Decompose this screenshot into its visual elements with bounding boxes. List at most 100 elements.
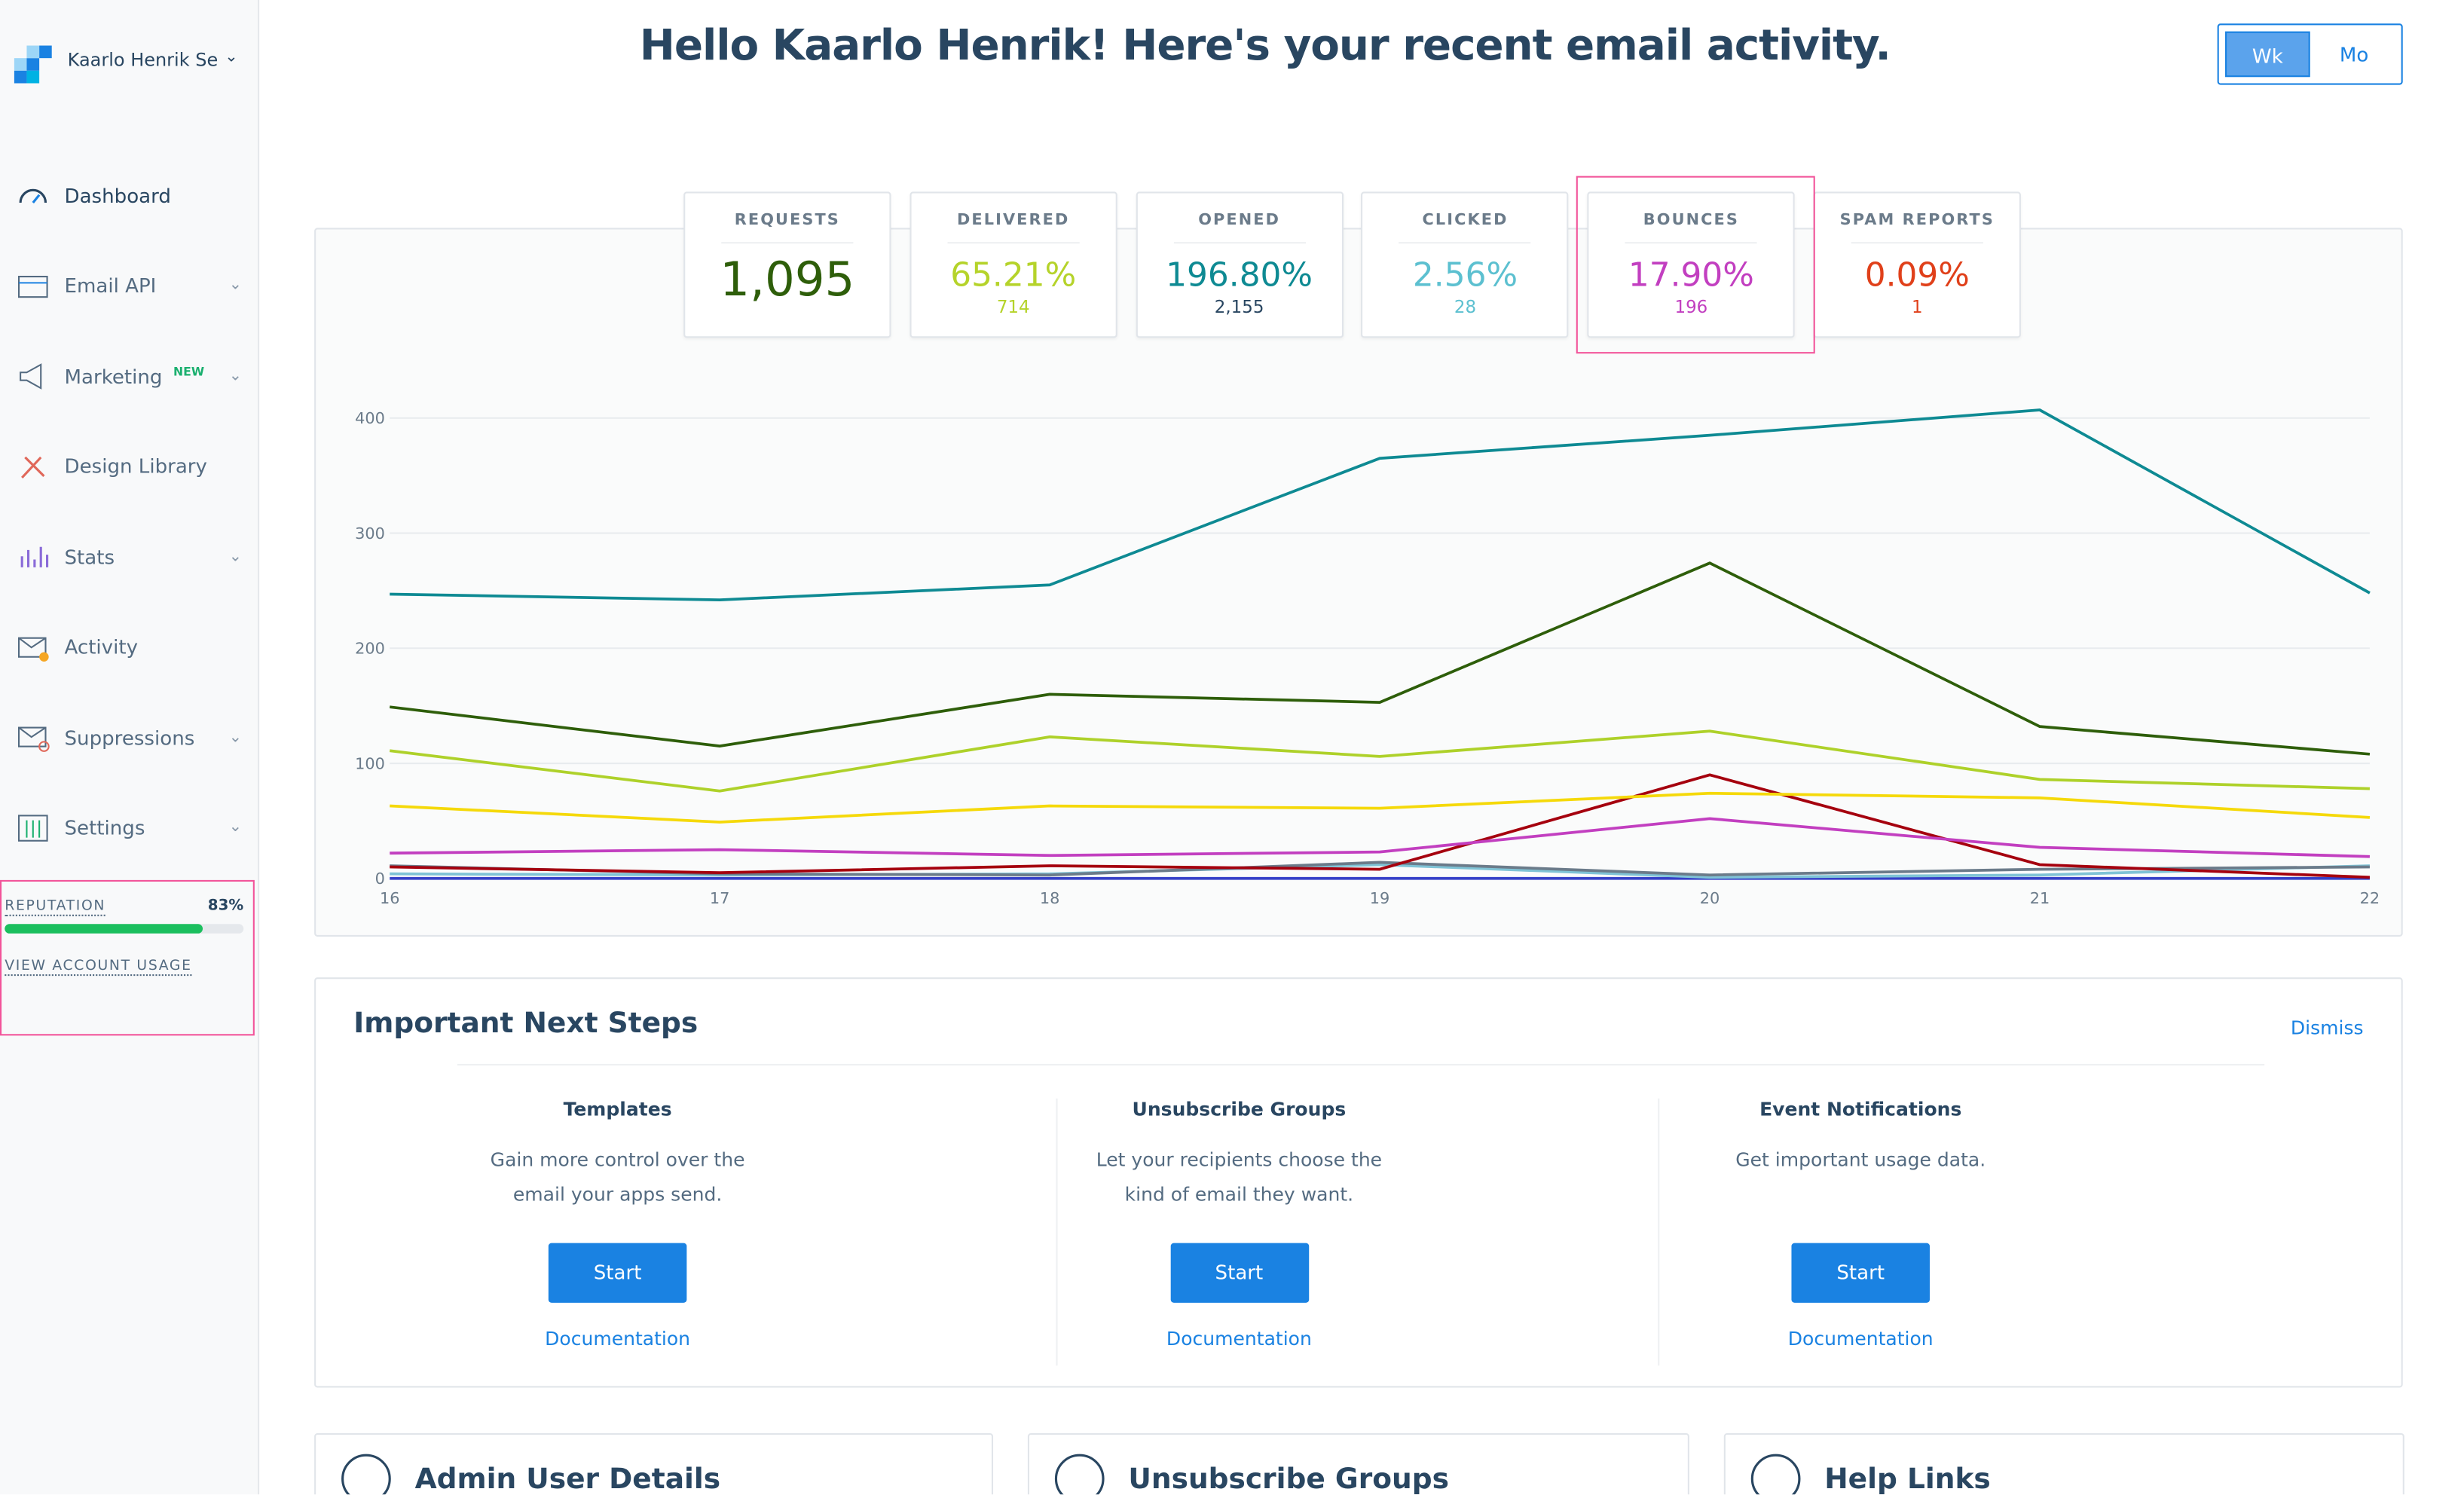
nav-item[interactable]: Activity: [16, 628, 249, 665]
divider: [1056, 1098, 1058, 1366]
nav-label[interactable]: Email API: [64, 273, 157, 298]
card-title: Admin User Details: [414, 1463, 721, 1495]
x-tick-label: 20: [1700, 889, 1720, 907]
usage-link[interactable]: VIEW ACCOUNT USAGE: [5, 958, 192, 977]
series-line: [389, 729, 2370, 793]
nav-icon: [17, 636, 49, 661]
dismiss-text[interactable]: Dismiss: [2290, 1017, 2364, 1039]
stat-label: DELIVERED: [957, 212, 1070, 230]
nav-item[interactable]: Dashboard: [16, 176, 249, 214]
nav-label[interactable]: Marketing: [64, 363, 163, 388]
start-button[interactable]: Start: [548, 1243, 687, 1303]
y-tick-label: 400: [355, 409, 385, 427]
stat-value: 0.09%: [1864, 255, 1970, 294]
step-text: Let your recipients choose the kind of e…: [1096, 1148, 1383, 1206]
stat-count: 1: [1912, 297, 1923, 318]
nav-icon: [17, 726, 50, 752]
sidebar: Kaarlo Henrik Segerstam ⌄ Dashboard Email…: [0, 0, 260, 1495]
step: Unsubscribe Groups Let your recipients ch…: [1090, 1099, 1388, 1350]
nav-chevron[interactable]: ⌄: [228, 366, 243, 384]
start-button[interactable]: Start: [1791, 1243, 1930, 1303]
nav-chevron[interactable]: ⌄: [228, 277, 243, 294]
reputation-fill: [5, 924, 203, 934]
nav-chevron[interactable]: ⌄: [228, 547, 243, 565]
nav-icon: [17, 274, 48, 298]
x-tick-label: 22: [2360, 889, 2380, 907]
nav-icon: [20, 546, 49, 567]
nav-label[interactable]: Settings: [64, 815, 145, 839]
nav-label[interactable]: Activity: [64, 634, 139, 659]
stat-count: 196: [1674, 297, 1708, 318]
separator: [1173, 242, 1306, 244]
step: Event Notifications Get important usage d…: [1711, 1099, 2010, 1350]
documentation-link[interactable]: Documentation: [545, 1328, 691, 1350]
nav-icon: [21, 455, 45, 478]
series-line: [390, 817, 2370, 858]
next-steps-title: Important Next Steps: [353, 1007, 699, 1041]
reputation-label: REPUTATION: [5, 899, 106, 916]
stat-value: 65.21%: [950, 255, 1077, 294]
nav-item[interactable]: Design Library: [16, 447, 249, 485]
stat-card: SPAM REPORTS 0.09% 1: [1813, 191, 2021, 338]
step-title: Templates: [563, 1098, 672, 1120]
x-tick-label: 18: [1040, 889, 1060, 907]
nav-chevron[interactable]: ⌄: [228, 728, 243, 746]
documentation-link[interactable]: Documentation: [1166, 1328, 1312, 1350]
page-title: Hello Kaarlo Henrik! Here's your recent …: [639, 22, 1891, 71]
series-line: [390, 408, 2371, 601]
separator: [1399, 242, 1532, 244]
x-tick-label: 17: [710, 889, 730, 907]
dismiss-link[interactable]: Dismiss: [2291, 1010, 2364, 1041]
nav-item[interactable]: Email API ⌄: [16, 266, 249, 304]
divider: [457, 1063, 2265, 1065]
series-line: [390, 773, 2371, 879]
nav-label[interactable]: Dashboard: [64, 182, 171, 207]
documentation-link[interactable]: Documentation: [1787, 1328, 1934, 1350]
stat-card: BOUNCES 17.90% 196: [1587, 191, 1796, 338]
nav-item[interactable]: Stats ⌄: [16, 537, 249, 575]
account-name[interactable]: Kaarlo Henrik Segerstam: [67, 48, 219, 71]
step-text: Get important usage data.: [1735, 1148, 1986, 1171]
nav-chevron[interactable]: ⌄: [228, 818, 243, 836]
logo: [14, 45, 52, 84]
card-icon: [1054, 1454, 1105, 1495]
separator: [1625, 242, 1757, 244]
y-tick-label: 100: [355, 754, 385, 772]
separator: [721, 242, 854, 244]
stat-card: CLICKED 2.56% 28: [1361, 191, 1570, 338]
nav-label[interactable]: Stats: [64, 544, 115, 568]
period-toggle: Wk Mo: [2217, 23, 2403, 85]
stat-label: OPENED: [1198, 212, 1280, 230]
step-title: Event Notifications: [1759, 1098, 1962, 1120]
nav-item[interactable]: Settings ⌄: [16, 809, 249, 846]
step-title: Unsubscribe Groups: [1132, 1098, 1347, 1120]
stat-value: 196.80%: [1166, 255, 1313, 294]
stat-count: 28: [1454, 297, 1477, 318]
start-button[interactable]: Start: [1169, 1243, 1309, 1303]
card-icon: [1750, 1454, 1801, 1495]
nav-label[interactable]: Design Library: [64, 454, 207, 478]
x-tick-label: 19: [1370, 889, 1390, 907]
nav-icon: [17, 814, 48, 841]
nav-item[interactable]: Suppressions ⌄: [16, 718, 249, 756]
nav-icon: [20, 363, 42, 390]
stat-card: REQUESTS 1,095: [683, 191, 891, 338]
stat-card: DELIVERED 65.21% 714: [909, 191, 1117, 338]
reputation-track: [5, 924, 244, 934]
step: Templates Gain more control over the emai…: [468, 1099, 766, 1350]
step-text: Gain more control over the email your ap…: [490, 1148, 745, 1206]
toggle-month[interactable]: Mo: [2339, 42, 2369, 66]
reputation-box: REPUTATION 83% VIEW ACCOUNT USAGE: [0, 879, 255, 1036]
nav-item[interactable]: Marketing NEW ⌄: [16, 356, 249, 394]
account-chevron[interactable]: ⌄: [225, 48, 238, 66]
stat-count: 2,155: [1214, 297, 1264, 318]
y-tick-label: 200: [355, 640, 385, 658]
nav-icon: [19, 188, 47, 204]
next-steps-panel: Important Next Steps Dismiss Templates Ga…: [314, 977, 2403, 1388]
toggle-week[interactable]: Wk: [2225, 31, 2310, 78]
nav-label[interactable]: Suppressions: [64, 725, 195, 749]
divider: [1658, 1098, 1660, 1366]
